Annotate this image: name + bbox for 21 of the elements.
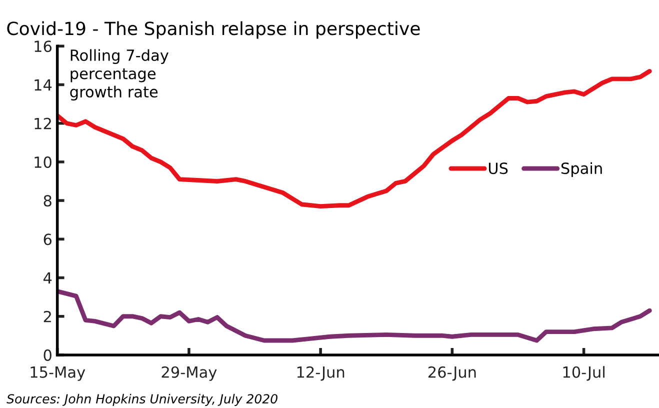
y-tick-label: 8 xyxy=(44,194,52,207)
y-tick-label: 16 xyxy=(34,40,52,52)
y-tick-label: 0 xyxy=(44,349,52,361)
x-tick-label: 26-Jun xyxy=(428,366,476,381)
line-series xyxy=(57,289,652,343)
x-tick-label: 12-Jun xyxy=(297,366,344,381)
y-tick-label: 10 xyxy=(34,156,52,168)
annotation: Rolling 7-day percentage growth rate xyxy=(70,49,168,101)
legend-label: US xyxy=(488,162,508,174)
y-tick-label: 12 xyxy=(34,118,51,130)
y-tick-label: 14 xyxy=(34,79,52,91)
chart-title: Covid-19 - The Spanish relapse in perspective xyxy=(7,21,420,39)
x-tick-label: 15-May xyxy=(30,366,86,381)
y-tick-label: 6 xyxy=(44,234,52,246)
x-tick-label: 10-Jul xyxy=(563,366,604,381)
x-tick-label: 29-May xyxy=(162,366,217,381)
line-series xyxy=(57,68,652,209)
source-note: Sources: John Hopkins University, July 2020 xyxy=(6,394,278,406)
y-tick-label: 4 xyxy=(44,272,52,284)
legend-label: Spain xyxy=(561,162,602,178)
y-tick-label: 2 xyxy=(44,310,51,322)
